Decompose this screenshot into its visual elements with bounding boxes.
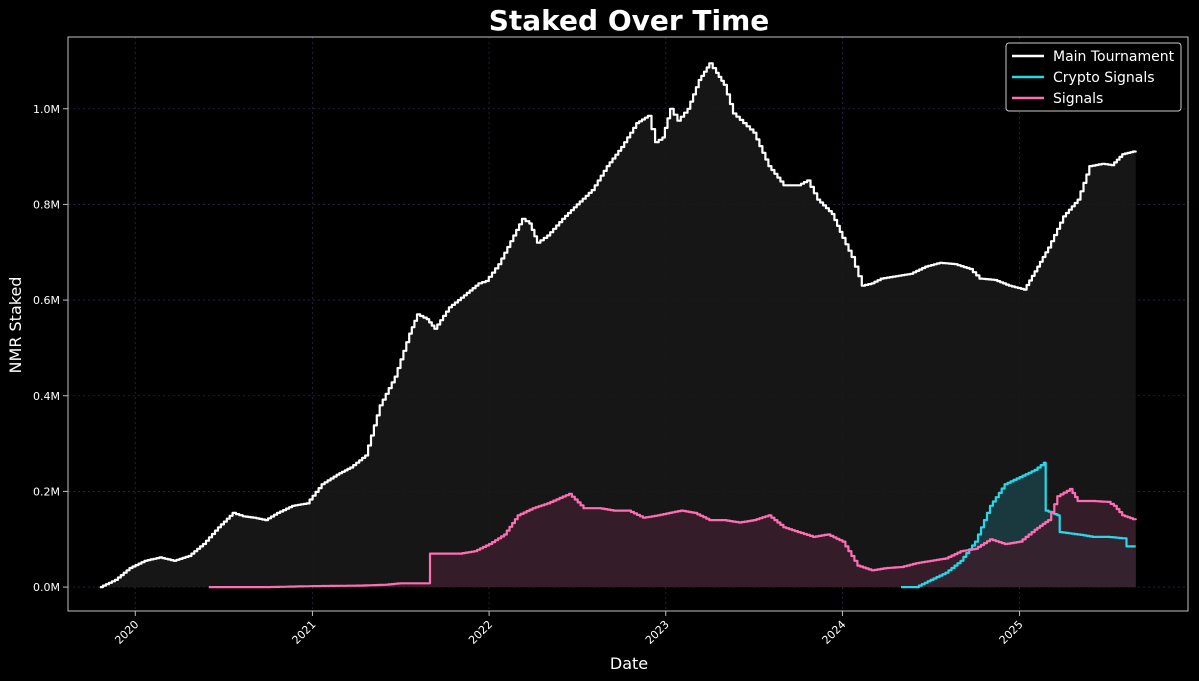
- legend-label-crypto-signals: Crypto Signals: [1053, 70, 1155, 86]
- legend-label-main-tournament: Main Tournament: [1053, 49, 1175, 65]
- series-lines: [99, 62, 1137, 589]
- y-tick-label-0-8m: 0.8M: [33, 198, 60, 211]
- y-tick-label-1-0m: 1.0M: [33, 103, 60, 116]
- series-line-main-tournament: [99, 62, 1137, 589]
- plot-frame: [67, 36, 1189, 612]
- legend-label-signals: Signals: [1053, 91, 1103, 107]
- series-area-signals: [208, 489, 1136, 588]
- legend-box: [1005, 42, 1182, 112]
- y-axis-label: NMR Staked: [6, 277, 25, 374]
- y-axis-ticks: 0.0M 0.2M 0.4M 0.6M 0.8M 1.0M: [33, 103, 68, 594]
- y-tick-label-0-6m: 0.6M: [33, 294, 60, 307]
- y-tick-label-0-2m: 0.2M: [33, 485, 60, 498]
- series-line-crypto-signals: [901, 461, 1136, 589]
- y-tick-label-0-0m: 0.0M: [33, 581, 60, 594]
- legend: Main Tournament Crypto Signals Signals: [1005, 42, 1182, 112]
- chart-title: Staked Over Time: [489, 4, 770, 37]
- series-line-signals: [208, 487, 1137, 589]
- y-tick-label-0-4m: 0.4M: [33, 390, 60, 403]
- series-area-main-tournament: [99, 63, 1136, 588]
- series-areas: [99, 63, 1136, 588]
- x-axis-label: Date: [610, 654, 648, 673]
